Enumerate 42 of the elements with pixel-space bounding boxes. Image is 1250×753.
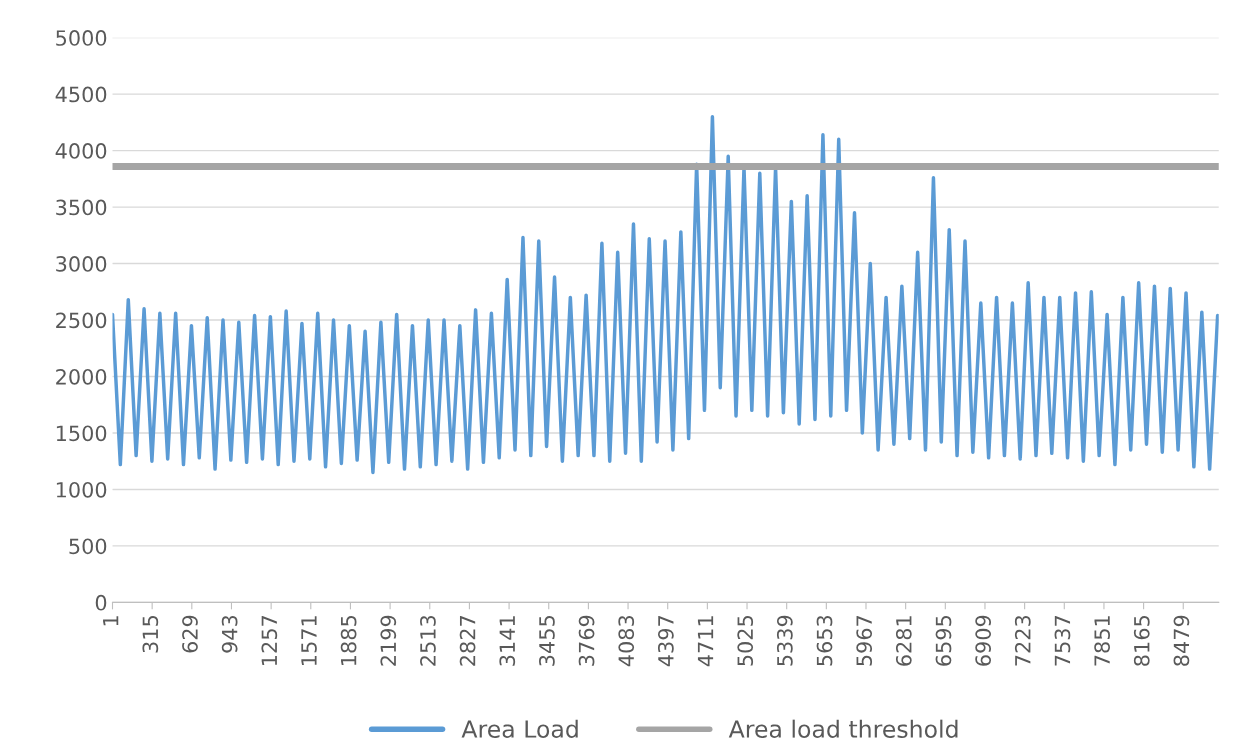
legend-label: Area Load bbox=[461, 719, 578, 738]
x-tick-label: 5653 bbox=[816, 615, 833, 666]
x-tick-label: 1885 bbox=[340, 616, 357, 665]
x-tick-label: 8479 bbox=[1173, 615, 1190, 666]
x-tick-label: 4397 bbox=[658, 615, 674, 667]
x-tick-label: 3141 bbox=[499, 616, 516, 666]
legend-label: Area load threshold bbox=[728, 719, 958, 738]
x-tick-label: 5339 bbox=[776, 615, 793, 666]
line-series bbox=[112, 114, 1219, 475]
x-tick-label: 3455 bbox=[539, 616, 555, 666]
y-tick-label: 3500 bbox=[56, 199, 107, 216]
x-tick-label: 2827 bbox=[459, 615, 476, 666]
x-tick-label: 1257 bbox=[261, 615, 278, 665]
y-tick-label: 1000 bbox=[56, 481, 107, 498]
x-tick-label: 943 bbox=[221, 615, 238, 653]
x-tick-label: 1 bbox=[103, 616, 119, 626]
x-tick-label: 6281 bbox=[895, 616, 912, 666]
x-tick-label: 2199 bbox=[380, 615, 397, 666]
x-tick-label: 4083 bbox=[618, 615, 635, 667]
x-tick-label: 8165 bbox=[1133, 616, 1150, 666]
y-tick-label: 2000 bbox=[56, 368, 107, 385]
y-tick-label: 0 bbox=[95, 594, 107, 611]
x-tick-label: 315 bbox=[142, 616, 159, 653]
x-tick-label: 4711 bbox=[697, 616, 714, 667]
x-tick-label: 7851 bbox=[1094, 616, 1110, 666]
x-tick-label: 5025 bbox=[737, 616, 754, 666]
x-tick-label: 629 bbox=[182, 615, 198, 653]
y-tick-label: 3000 bbox=[56, 256, 107, 272]
x-tick-label: 7223 bbox=[1014, 615, 1031, 666]
y-tick-label: 2500 bbox=[56, 312, 107, 329]
x-tick-label: 6909 bbox=[975, 615, 992, 666]
x-tick-label: 3769 bbox=[578, 615, 595, 666]
x-tick-label: 2513 bbox=[420, 615, 436, 666]
x-tick-label: 1571 bbox=[301, 616, 317, 665]
y-tick-label: 4500 bbox=[55, 86, 107, 103]
y-tick-label: 4000 bbox=[55, 143, 107, 159]
y-tick-label: 5000 bbox=[56, 30, 107, 46]
x-tick-label: 5967 bbox=[856, 615, 873, 666]
x-tick-label: 6595 bbox=[935, 616, 952, 666]
x-tick-label: 7537 bbox=[1054, 615, 1071, 666]
y-tick-label: 1500 bbox=[56, 425, 107, 442]
y-tick-label: 500 bbox=[69, 538, 107, 555]
